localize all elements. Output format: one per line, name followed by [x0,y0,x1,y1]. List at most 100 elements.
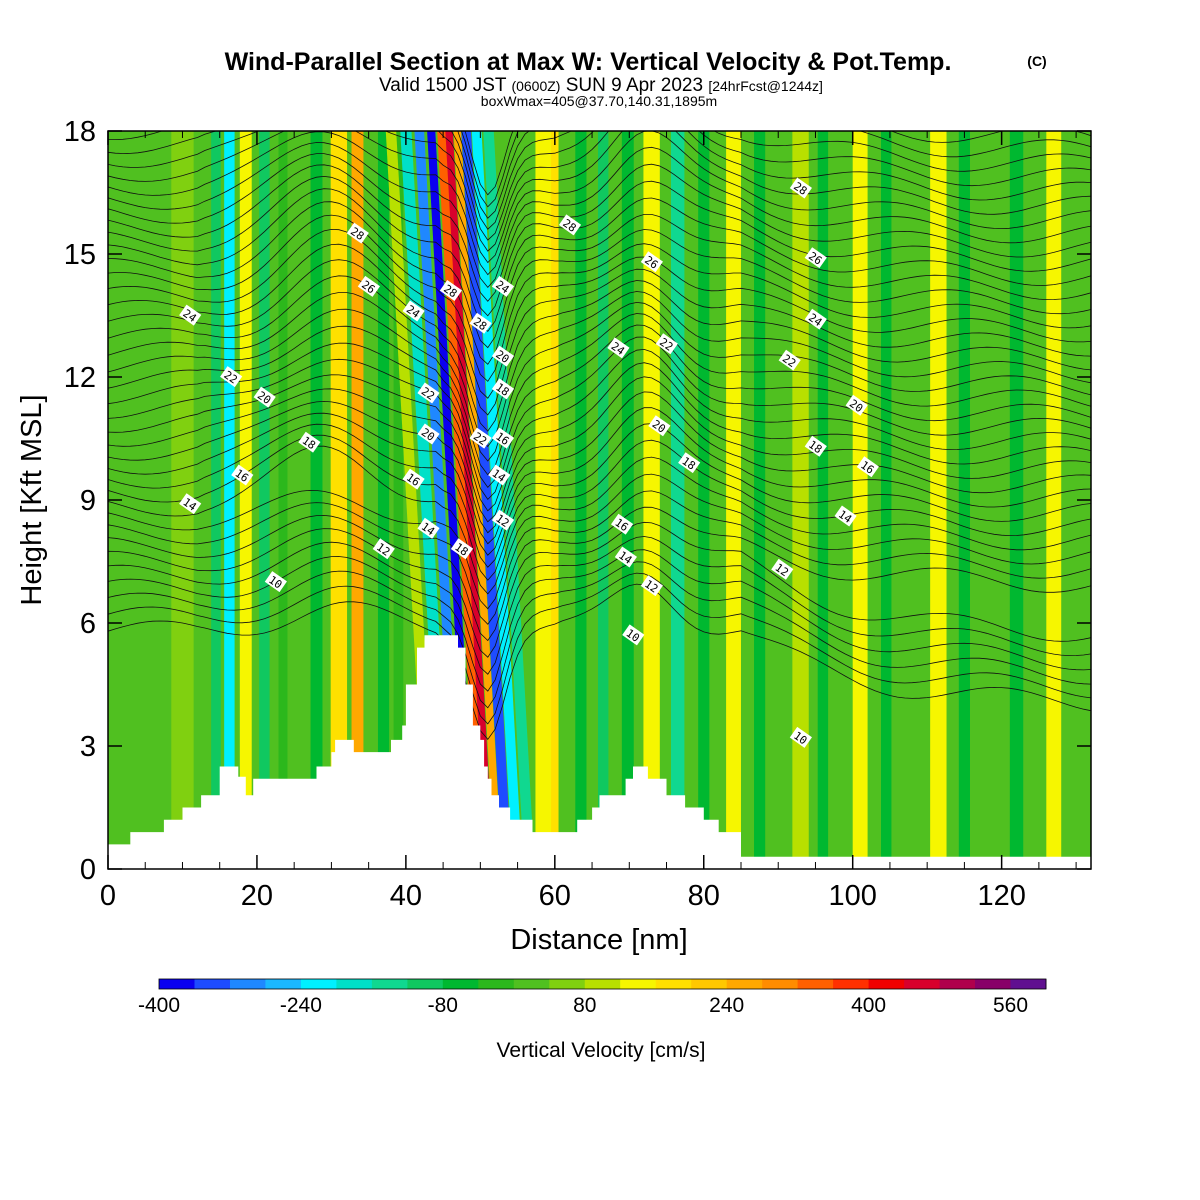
theta-contour [108,175,1091,333]
x-tick-label: 60 [539,880,571,912]
y-tick-label: 3 [80,731,96,763]
theta-label: 12 [372,538,395,560]
colorbar-swatch [336,979,373,989]
theta-label: 28 [558,214,582,236]
svg-text:26: 26 [642,253,660,271]
theta-label: 10 [622,624,645,646]
colorbar-swatch [513,979,550,989]
colorbar-swatch [975,979,1011,989]
svg-text:16: 16 [233,467,251,485]
svg-text:18: 18 [300,434,318,452]
colorbar-swatch [868,979,905,989]
theta-contour [108,407,1091,556]
colorbar-tick-label: -400 [138,994,180,1017]
theta-contour [108,445,1091,595]
svg-text:16: 16 [493,430,511,448]
theta-contour [457,131,1091,219]
colorbar-swatch [762,979,799,989]
x-axis-label: Distance [nm] [510,924,687,956]
colorbar-swatch [904,979,941,989]
svg-text:22: 22 [657,335,675,353]
y-tick-label: 12 [64,362,96,394]
theta-label: 18 [491,378,515,400]
y-axis-label: Height [Kft MSL] [16,394,48,605]
x-tick-label: 40 [390,880,422,912]
theta-label: 18 [678,452,701,474]
theta-label: 20 [491,345,515,367]
theta-contour [108,131,1091,276]
svg-text:10: 10 [791,729,809,747]
theta-contour [108,536,1091,675]
chart-title: Wind-Parallel Section at Max W: Vertical… [225,48,952,76]
theta-contour [108,521,1091,658]
vv-band [817,131,829,869]
theta-label: 24 [402,300,425,322]
y-tick-label: 18 [64,116,96,148]
colorbar-swatch [442,979,479,989]
theta-label: 26 [640,251,663,273]
theta-contour [108,423,1091,568]
svg-text:18: 18 [493,381,511,399]
theta-contour [108,153,1091,302]
svg-text:12: 12 [493,512,511,530]
colorbar-swatch [478,979,515,989]
subtitle-fcst: [24hrFcst@1244z] [708,78,823,94]
chart-subtitle: Valid 1500 JST (0600Z) SUN 9 Apr 2023 [2… [379,75,823,96]
vv-band [1046,131,1062,869]
vv-band [575,131,587,869]
theta-label: 12 [491,509,515,531]
theta-contour [108,131,1091,264]
theta-label: 14 [614,546,637,568]
svg-text:16: 16 [404,471,422,489]
vv-band [278,131,288,869]
theta-label: 14 [179,493,202,515]
theta-contour [108,583,1091,740]
theta-label: 22 [220,366,243,388]
theta-contour [108,308,1091,476]
theta-label: 24 [491,275,515,297]
y-tick-label: 9 [80,485,96,517]
vv-band [1009,131,1024,869]
colorbar-swatch [655,979,692,989]
vv-band [483,131,535,869]
svg-text:20: 20 [419,426,437,444]
colorbar-swatch [371,979,408,989]
theta-label: 22 [469,427,492,449]
svg-text:20: 20 [493,348,511,366]
vv-band [122,131,138,869]
svg-text:22: 22 [471,430,489,448]
theta-label: 20 [648,415,671,437]
subtitle-date: SUN 9 Apr 2023 [566,75,703,96]
subtitle-valid: Valid 1500 JST [379,75,507,96]
theta-label: 16 [402,468,425,490]
vv-band [958,131,970,869]
colorbar-swatch [194,979,231,989]
theta-contour [108,324,1091,489]
vv-band [461,131,512,869]
theta-contour [108,506,1091,642]
theta-contour [461,131,1091,208]
theta-contour [108,336,1091,501]
colorbar [158,978,1047,990]
colorbar-swatch [407,979,444,989]
theta-contour [108,434,1091,581]
vv-band [880,131,892,869]
theta-contour [108,142,1091,289]
vv-band [852,131,868,869]
theta-contour [108,259,1091,432]
theta-label: 14 [488,464,511,486]
vv-band [259,131,270,869]
colorbar-swatch [691,979,728,989]
subtitle-utc: (0600Z) [511,78,560,94]
vv-band [551,131,559,869]
svg-text:22: 22 [221,368,239,386]
terrain [108,635,1091,869]
x-tick-label: 120 [977,880,1025,912]
x-tick-label: 0 [100,880,116,912]
vv-band [377,131,390,869]
svg-text:18: 18 [806,438,824,456]
svg-text:22: 22 [780,352,798,370]
colorbar-tick-label: -80 [428,994,458,1017]
svg-text:12: 12 [642,577,660,595]
theta-contour [108,391,1091,545]
